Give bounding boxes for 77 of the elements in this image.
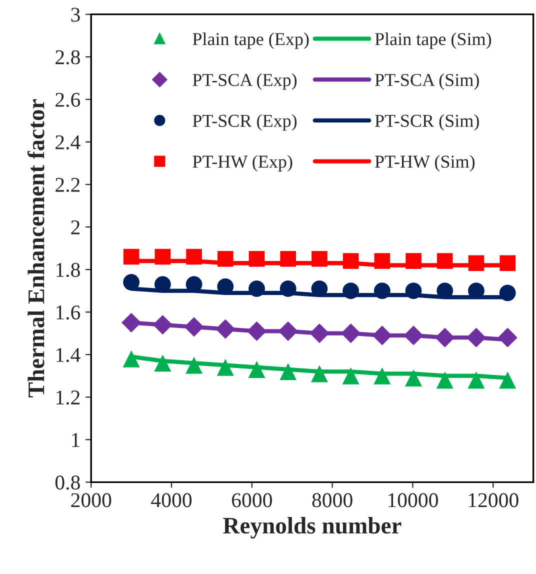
y-tick-label: 2.6 bbox=[56, 92, 80, 107]
point bbox=[499, 284, 516, 302]
point bbox=[498, 328, 518, 348]
y-tick-label: 1.8 bbox=[56, 262, 80, 278]
y-tick-label: 1.2 bbox=[56, 390, 80, 405]
point bbox=[248, 360, 266, 378]
point bbox=[246, 321, 267, 342]
point bbox=[122, 312, 142, 332]
x-tick-label: 8000 bbox=[312, 493, 352, 508]
point bbox=[374, 253, 390, 269]
legend-label: PT-SCA (Sim) bbox=[375, 73, 479, 90]
x-tick-label: 2000 bbox=[71, 493, 112, 508]
y-tick-label: 2.2 bbox=[56, 178, 80, 192]
point bbox=[248, 280, 265, 297]
legend-label: PT-SCR (Exp) bbox=[192, 114, 297, 131]
point bbox=[342, 282, 360, 299]
point bbox=[405, 369, 422, 386]
y-tick-label: 1.4 bbox=[56, 348, 80, 362]
point bbox=[500, 255, 516, 272]
point bbox=[280, 250, 296, 267]
legend-label: PT-SCR (Sim) bbox=[375, 114, 479, 131]
point bbox=[340, 323, 361, 344]
legend-label: Plain tape (Exp) bbox=[192, 32, 309, 49]
x-tick-label: 6000 bbox=[232, 493, 272, 508]
point bbox=[278, 321, 298, 342]
point bbox=[123, 248, 140, 265]
point bbox=[310, 323, 330, 344]
point bbox=[406, 253, 422, 269]
x-tick-label: 4000 bbox=[151, 493, 192, 508]
point bbox=[466, 328, 486, 348]
point bbox=[436, 372, 454, 389]
y-tick-label: 2.8 bbox=[56, 50, 80, 64]
point bbox=[436, 253, 453, 269]
point bbox=[312, 250, 328, 267]
x-axis-title: Reynolds number bbox=[223, 517, 402, 539]
point bbox=[186, 356, 203, 374]
point bbox=[342, 367, 360, 384]
legend-label: PT-SCA (Exp) bbox=[192, 73, 297, 90]
point bbox=[405, 282, 422, 299]
y-tick-label: 0.8 bbox=[55, 476, 80, 490]
legend-label: Plain tape (Sim) bbox=[375, 32, 492, 49]
point bbox=[280, 363, 297, 380]
point bbox=[280, 280, 296, 297]
point bbox=[184, 317, 204, 337]
point bbox=[216, 319, 236, 339]
point bbox=[154, 248, 171, 265]
point bbox=[186, 276, 202, 293]
x-tick-label: 12000 bbox=[468, 493, 518, 508]
point bbox=[217, 250, 234, 267]
point bbox=[372, 326, 392, 346]
point bbox=[374, 282, 390, 299]
y-tick-label: 2 bbox=[71, 220, 80, 234]
point bbox=[186, 248, 202, 265]
point bbox=[122, 350, 140, 368]
point bbox=[154, 354, 172, 372]
y-tick-label: 1.6 bbox=[56, 305, 80, 320]
y-tick-label: 2.4 bbox=[56, 135, 80, 150]
legend-label: PT-HW (Sim) bbox=[375, 155, 475, 172]
point bbox=[468, 372, 485, 389]
point bbox=[123, 274, 140, 290]
point bbox=[310, 365, 328, 382]
point bbox=[152, 314, 172, 335]
legend-label: PT-HW (Exp) bbox=[192, 155, 292, 172]
point bbox=[217, 278, 234, 295]
y-tick-label: 3 bbox=[71, 8, 80, 22]
point bbox=[468, 255, 484, 272]
point bbox=[404, 326, 424, 346]
y-axis-title: Thermal Enhancement factor bbox=[27, 99, 44, 398]
x-tick-label: 10000 bbox=[388, 493, 438, 508]
point bbox=[248, 250, 265, 267]
y-tick-label: 1 bbox=[72, 433, 80, 447]
point bbox=[499, 372, 516, 389]
point bbox=[216, 358, 234, 376]
point bbox=[374, 367, 391, 384]
point bbox=[435, 328, 455, 348]
point bbox=[154, 276, 171, 293]
point bbox=[342, 253, 359, 269]
